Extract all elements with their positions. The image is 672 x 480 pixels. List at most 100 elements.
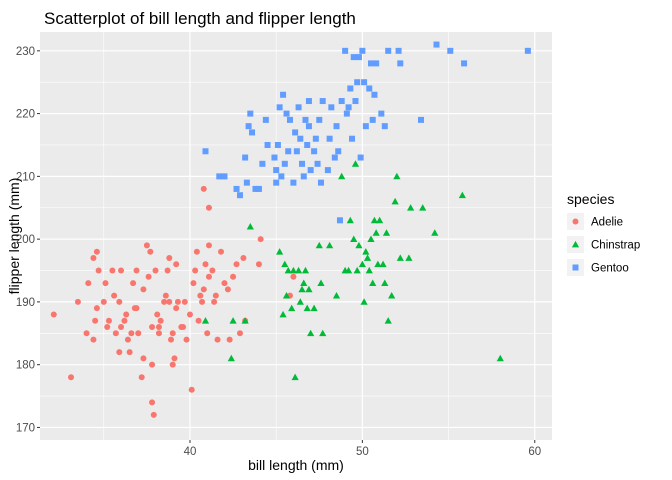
point-gentoo [336, 217, 343, 224]
grid-minor [40, 32, 552, 440]
point-adelie [209, 267, 216, 274]
point-chinstrap [365, 266, 373, 274]
legend-label-chinstrap: Chinstrap [591, 240, 640, 252]
point-adelie [200, 286, 207, 293]
point-chinstrap [393, 172, 401, 180]
point-gentoo [278, 173, 285, 180]
point-gentoo [305, 123, 312, 130]
point-chinstrap [338, 172, 346, 180]
point-chinstrap [362, 248, 370, 255]
point-gentoo [326, 135, 333, 142]
point-adelie [188, 386, 195, 393]
point-gentoo [245, 123, 252, 130]
point-chinstrap [384, 317, 392, 324]
point-chinstrap [284, 266, 292, 274]
point-gentoo [290, 179, 297, 186]
point-gentoo [242, 154, 249, 161]
legend-marker-chinstrap [571, 240, 580, 248]
point-gentoo [361, 79, 368, 86]
point-gentoo [359, 47, 366, 54]
y-tick-label: 170 [16, 422, 35, 434]
point-gentoo [311, 148, 318, 155]
point-gentoo [373, 60, 380, 67]
point-adelie [140, 355, 147, 362]
point-gentoo [281, 160, 288, 167]
point-chinstrap [344, 266, 353, 274]
point-gentoo [274, 141, 281, 148]
x-tick-label: 40 [184, 446, 197, 458]
point-adelie [121, 317, 128, 324]
point-gentoo [302, 116, 309, 123]
point-chinstrap [370, 216, 379, 224]
point-adelie [95, 267, 102, 274]
point-adelie [290, 273, 297, 280]
point-chinstrap [405, 254, 413, 261]
point-gentoo [345, 104, 352, 111]
point-adelie [233, 261, 240, 268]
point-adelie [116, 349, 123, 356]
point-adelie [50, 311, 57, 318]
point-chinstrap [241, 317, 249, 324]
point-adelie [204, 330, 211, 337]
point-adelie [123, 311, 130, 318]
point-chinstrap [310, 304, 318, 312]
point-gentoo [524, 47, 531, 54]
point-adelie [240, 254, 247, 261]
point-chinstrap [360, 298, 368, 305]
point-gentoo [292, 129, 299, 136]
point-gentoo [369, 116, 376, 123]
point-gentoo [273, 179, 280, 186]
point-chinstrap [296, 298, 304, 305]
point-adelie [169, 361, 176, 368]
point-gentoo [317, 179, 324, 186]
point-gentoo [295, 104, 302, 111]
point-adelie [155, 324, 162, 331]
legend-marker-gentoo [572, 264, 579, 271]
point-gentoo [249, 129, 256, 136]
point-gentoo [357, 154, 364, 161]
point-gentoo [262, 116, 269, 123]
point-chinstrap [227, 354, 235, 362]
point-adelie [174, 298, 181, 305]
point-adelie [128, 330, 135, 337]
point-gentoo [285, 148, 292, 155]
point-gentoo [342, 47, 349, 54]
point-gentoo [299, 160, 306, 167]
point-chinstrap [363, 254, 372, 261]
point-gentoo [286, 116, 293, 123]
y-tick-label: 220 [16, 109, 35, 121]
point-chinstrap [419, 204, 427, 211]
point-gentoo [366, 85, 373, 92]
point-gentoo [378, 110, 385, 117]
point-adelie [205, 273, 212, 280]
point-chinstrap [391, 197, 399, 205]
y-tick-label: 190 [16, 297, 35, 309]
point-gentoo [433, 41, 440, 48]
point-gentoo [328, 104, 335, 111]
legend-title: species [567, 191, 614, 207]
point-gentoo [349, 135, 356, 142]
point-chinstrap [369, 279, 377, 286]
point-adelie [221, 280, 228, 287]
point-adelie [100, 298, 107, 305]
point-gentoo [381, 123, 388, 130]
y-tick-label: 180 [16, 360, 35, 372]
point-chinstrap [301, 266, 310, 274]
point-gentoo [316, 116, 323, 123]
point-adelie [130, 280, 137, 287]
point-adelie [181, 298, 188, 305]
point-gentoo [355, 54, 362, 61]
point-gentoo [367, 60, 374, 67]
point-chinstrap [372, 229, 380, 236]
point-adelie [154, 311, 161, 318]
point-adelie [150, 411, 157, 418]
point-adelie [149, 324, 156, 331]
point-adelie [68, 374, 75, 381]
point-adelie [214, 336, 221, 343]
point-adelie [118, 324, 125, 331]
point-chinstrap [303, 304, 311, 312]
point-chinstrap [282, 292, 291, 299]
point-chinstrap [298, 285, 306, 293]
point-adelie [169, 330, 176, 337]
